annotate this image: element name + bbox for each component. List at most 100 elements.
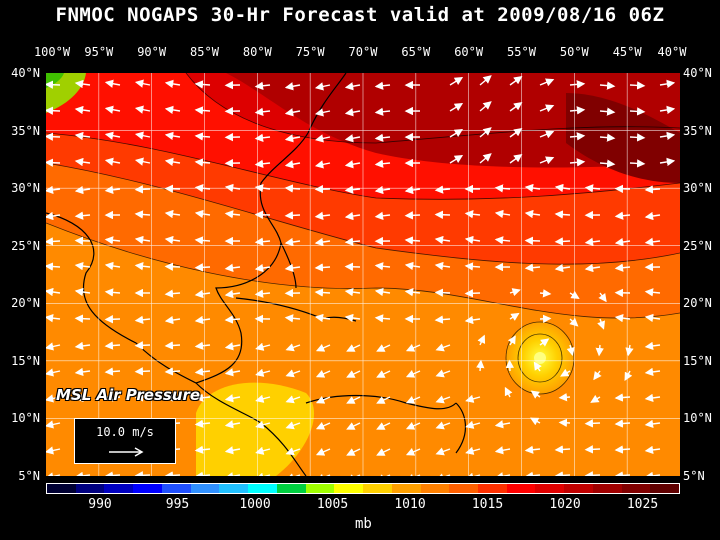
colorbar-swatch bbox=[276, 484, 306, 493]
wind-vector bbox=[194, 471, 211, 476]
wind-vector bbox=[479, 153, 492, 164]
wind-vector bbox=[599, 159, 616, 168]
wind-vector bbox=[224, 368, 241, 377]
colorbar-swatch bbox=[650, 484, 680, 493]
wind-vector bbox=[255, 472, 271, 476]
colorbar-swatch bbox=[592, 484, 622, 493]
wind-vector bbox=[224, 289, 241, 299]
wind-vector bbox=[644, 211, 661, 221]
wind-vector bbox=[494, 446, 511, 455]
vector-reference-label: 10.0 m/s bbox=[96, 425, 154, 439]
wind-vector bbox=[104, 261, 121, 271]
wind-vector bbox=[314, 160, 331, 169]
colorbar-swatch bbox=[75, 484, 105, 493]
wind-vector bbox=[376, 370, 391, 378]
wind-vector bbox=[595, 344, 604, 357]
longitude-label: 75°W bbox=[295, 45, 325, 59]
wind-vector bbox=[644, 393, 661, 403]
wind-vector bbox=[449, 128, 464, 138]
colorbar-swatch bbox=[535, 484, 565, 493]
wind-vector bbox=[344, 108, 361, 117]
wind-vector bbox=[255, 420, 271, 429]
wind-vector bbox=[104, 79, 121, 88]
wind-vector bbox=[644, 471, 661, 476]
wind-vector bbox=[164, 471, 181, 476]
wind-vector bbox=[464, 289, 481, 298]
wind-vector bbox=[494, 472, 511, 476]
wind-vector bbox=[644, 445, 661, 455]
longitude-label: 40°W bbox=[657, 45, 687, 59]
latitude-label-left: 10°N bbox=[11, 411, 40, 426]
wind-vector bbox=[134, 79, 151, 88]
colorbar-swatch bbox=[420, 484, 450, 493]
wind-vector bbox=[509, 127, 523, 138]
wind-vector bbox=[539, 314, 552, 324]
latitude-label-left: 20°N bbox=[11, 296, 40, 311]
longitude-label: 60°W bbox=[454, 45, 484, 59]
wind-vector bbox=[74, 185, 91, 195]
longitude-label: 50°W bbox=[559, 45, 589, 59]
wind-vector bbox=[624, 370, 633, 382]
wind-vector bbox=[224, 446, 241, 455]
colorbar-swatch bbox=[564, 484, 593, 493]
wind-vector bbox=[597, 318, 605, 330]
wind-vector bbox=[134, 131, 151, 140]
wind-vector bbox=[285, 343, 301, 352]
wind-vector bbox=[194, 393, 211, 402]
latitude-label-right: 30°N bbox=[683, 181, 712, 196]
wind-vector bbox=[314, 237, 331, 247]
wind-vector bbox=[465, 394, 481, 403]
wind-vector bbox=[509, 288, 521, 297]
wind-vector bbox=[558, 393, 571, 402]
wind-vector bbox=[194, 445, 211, 454]
wind-vector bbox=[614, 445, 631, 454]
wind-vector bbox=[344, 237, 361, 246]
longitude-label: 65°W bbox=[401, 45, 431, 59]
wind-vector bbox=[554, 210, 571, 219]
wind-vector bbox=[449, 76, 464, 86]
colorbar-label: 1010 bbox=[394, 497, 426, 512]
wind-vector bbox=[254, 237, 271, 246]
wind-vector bbox=[494, 236, 511, 245]
wind-vector bbox=[284, 211, 301, 220]
wind-vector bbox=[104, 131, 121, 140]
wind-vector bbox=[74, 367, 91, 377]
wind-vector bbox=[134, 262, 151, 271]
wind-vector bbox=[46, 185, 61, 195]
wind-vector bbox=[104, 341, 121, 350]
longitude-label: 55°W bbox=[507, 45, 536, 59]
wind-vector bbox=[659, 157, 676, 167]
wind-vector bbox=[524, 471, 541, 476]
wind-vector bbox=[465, 420, 481, 429]
longitude-label: 70°W bbox=[348, 45, 378, 59]
colorbar-swatch bbox=[621, 484, 651, 493]
wind-vector bbox=[539, 289, 552, 298]
wind-vector bbox=[315, 421, 331, 430]
wind-vector bbox=[344, 185, 361, 194]
wind-vector bbox=[224, 420, 241, 429]
wind-vector bbox=[629, 159, 646, 168]
wind-vector bbox=[344, 134, 361, 143]
wind-vector bbox=[507, 335, 516, 346]
wind-vector bbox=[599, 133, 616, 142]
wind-vector bbox=[479, 101, 492, 112]
wind-vector bbox=[659, 105, 676, 115]
wind-vector bbox=[435, 369, 451, 378]
wind-vector bbox=[374, 287, 391, 297]
wind-vector bbox=[435, 395, 451, 404]
longitude-label: 90°W bbox=[137, 45, 167, 59]
wind-vector bbox=[584, 471, 601, 476]
colorbar bbox=[46, 483, 680, 494]
longitude-label: 80°W bbox=[242, 45, 272, 59]
wind-vector bbox=[74, 131, 91, 141]
colorbar-label: 1005 bbox=[316, 497, 349, 512]
wind-vector bbox=[644, 288, 661, 297]
wind-vector bbox=[569, 80, 586, 89]
wind-vector bbox=[315, 447, 331, 456]
colorbar-swatch bbox=[161, 484, 191, 493]
wind-vector bbox=[346, 344, 361, 352]
wind-vector bbox=[644, 341, 661, 351]
wind-vector bbox=[284, 184, 301, 193]
wind-vector bbox=[104, 367, 121, 376]
pressure-map bbox=[46, 73, 680, 476]
